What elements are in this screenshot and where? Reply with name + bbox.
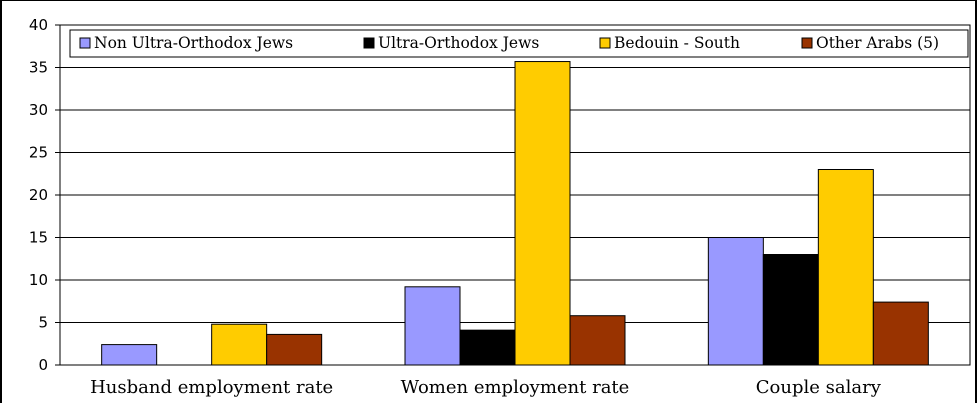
bar-non-ultra-orthodox-jews-1 (404, 286, 461, 366)
legend-box (69, 29, 969, 58)
legend-swatch (363, 37, 375, 49)
y-tick-label: 35 (29, 59, 48, 77)
y-tick-label: 20 (29, 186, 48, 204)
y-tick-label: 40 (29, 16, 48, 34)
x-category-label: Husband employment rate (90, 377, 333, 398)
y-tick-label: 15 (29, 229, 48, 247)
y-tick-label: 30 (29, 101, 48, 119)
bar-bedouin-south-1 (514, 61, 571, 366)
bar-other-arabs-5-1 (569, 315, 626, 366)
legend-swatch (599, 37, 611, 49)
bar-other-arabs-5-0 (266, 333, 323, 366)
bars (101, 61, 929, 366)
legend-label: Non Ultra-Orthodox Jews (94, 34, 293, 52)
bar-non-ultra-orthodox-jews-0 (101, 344, 158, 366)
legend-label: Other Arabs (5) (816, 34, 939, 52)
x-category-label: Couple salary (756, 377, 882, 398)
bar-other-arabs-5-2 (872, 301, 929, 366)
legend: Non Ultra-Orthodox Jews Ultra-Orthodox Je… (69, 29, 969, 58)
x-axis-labels: Husband employment rate Women employment … (90, 377, 882, 398)
y-tick-label: 5 (38, 314, 48, 332)
legend-swatch (801, 37, 813, 49)
legend-label: Ultra-Orthodox Jews (378, 34, 539, 52)
y-tick-label: 25 (29, 144, 48, 162)
legend-label: Bedouin - South (614, 34, 740, 52)
bar-bedouin-south-2 (817, 169, 874, 366)
bar-ultra-orthodox-jews-1 (459, 329, 516, 366)
bar-ultra-orthodox-jews-2 (762, 254, 819, 366)
legend-swatch (79, 37, 91, 49)
y-axis-ticks: 0 5 10 15 20 25 30 35 40 (29, 16, 60, 374)
x-category-label: Women employment rate (401, 377, 630, 398)
bar-non-ultra-orthodox-jews-2 (707, 237, 764, 366)
bar-bedouin-south-0 (211, 323, 268, 366)
y-tick-label: 10 (29, 271, 48, 289)
y-tick-label: 0 (38, 356, 48, 374)
